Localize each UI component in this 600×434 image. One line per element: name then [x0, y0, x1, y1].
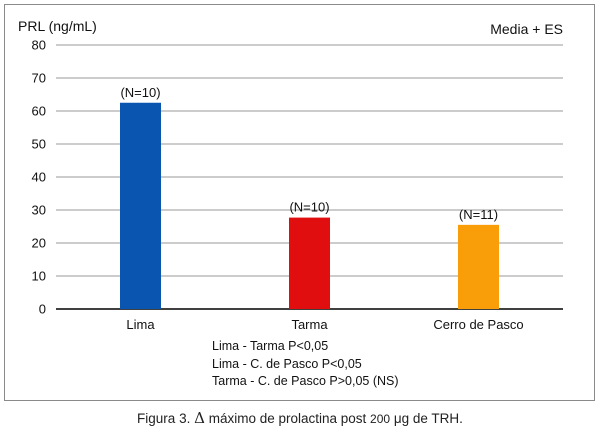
- y-tick-label: 40: [32, 170, 46, 185]
- y-tick-label: 30: [32, 203, 46, 218]
- bars: [120, 102, 499, 309]
- y-tick-label: 10: [32, 269, 46, 284]
- y-tick-label: 70: [32, 71, 46, 86]
- y-tick-label: 60: [32, 104, 46, 119]
- significance-note-1: Lima - Tarma P<0,05: [212, 339, 329, 353]
- x-tick-labels: Lima Tarma Cerro de Pasco: [126, 317, 523, 332]
- x-tick-label: Tarma: [291, 317, 328, 332]
- bar-n-label: (N=10): [289, 200, 329, 215]
- bar-n-label: (N=10): [120, 85, 160, 100]
- caption-prefix: Figura 3.: [137, 411, 191, 426]
- y-axis-label: PRL (ng/mL): [18, 18, 97, 34]
- bar-cerro-de-pasco: [458, 224, 499, 309]
- y-tick-label: 80: [32, 38, 46, 53]
- y-tick-label: 0: [39, 302, 46, 317]
- bar-n-labels: (N=10) (N=10) (N=11): [120, 85, 498, 222]
- x-tick-label: Lima: [126, 317, 155, 332]
- caption-unit: μg: [393, 411, 410, 426]
- significance-note-3: Tarma - C. de Pasco P>0,05 (NS): [212, 374, 399, 388]
- figure-caption: Figura 3. Δ máximo de prolactina post 20…: [0, 409, 600, 427]
- caption-delta-symbol: Δ: [194, 409, 205, 427]
- caption-suffix: de TRH.: [412, 411, 463, 426]
- chart-frame: [4, 4, 595, 401]
- caption-dose: 200: [370, 412, 391, 426]
- y-tick-label: 20: [32, 236, 46, 251]
- caption-text: máximo de prolactina post: [208, 411, 367, 426]
- bar-tarma: [289, 217, 330, 309]
- legend-text: Media + ES: [490, 21, 563, 37]
- y-tick-labels: 0 10 20 30 40 50 60 70 80: [32, 38, 46, 317]
- x-tick-label: Cerro de Pasco: [433, 317, 523, 332]
- significance-notes: Lima - Tarma P<0,05 Lima - C. de Pasco P…: [212, 338, 399, 391]
- y-tick-label: 50: [32, 137, 46, 152]
- bar-n-label: (N=11): [459, 207, 498, 222]
- bar-lima: [120, 102, 161, 309]
- significance-note-2: Lima - C. de Pasco P<0,05: [212, 356, 362, 371]
